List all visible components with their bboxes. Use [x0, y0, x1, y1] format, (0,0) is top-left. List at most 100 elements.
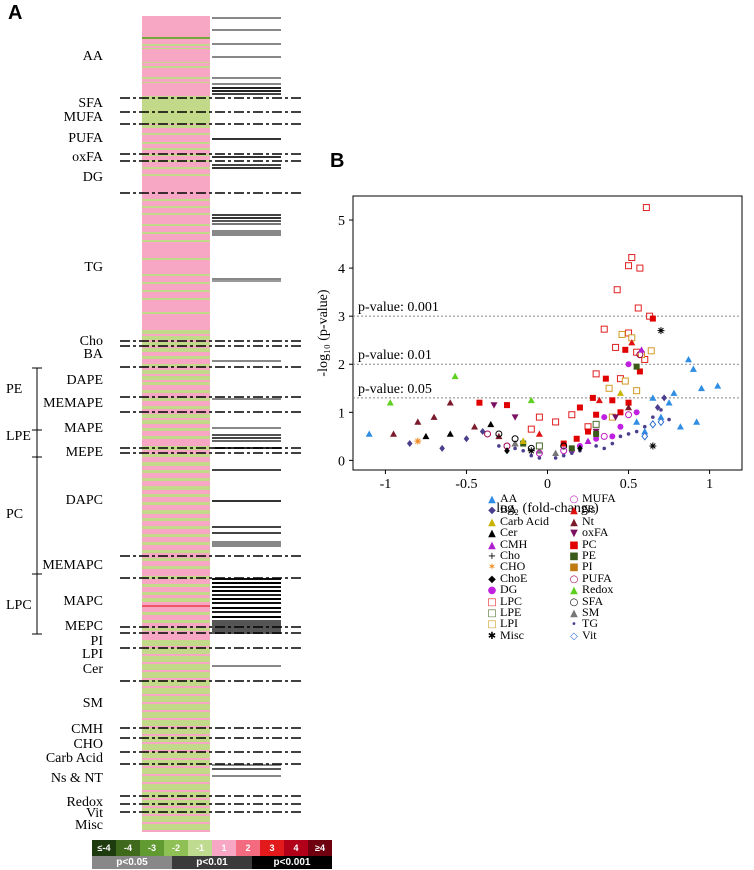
legend-item: □ LPE: [486, 606, 521, 620]
heatmap-cell-down: [142, 510, 210, 514]
data-point: [553, 456, 558, 460]
scale-bin: -3: [140, 840, 164, 856]
data-point: [600, 325, 608, 333]
data-point: [513, 446, 517, 451]
heatmap-cell-down: [142, 760, 210, 766]
legend-item: ◆ BA: [486, 503, 517, 517]
heatmap-cell-down: [142, 712, 210, 718]
heatmap-cell-down: [142, 776, 210, 782]
data-point: [605, 384, 613, 392]
category-label: Vit: [85, 806, 103, 821]
data-point: [665, 399, 673, 406]
data-point: [625, 411, 633, 419]
data-point: [633, 387, 641, 395]
data-point: [414, 418, 422, 425]
legend-item: ▲ SM: [568, 606, 599, 620]
legend-label: BA: [500, 502, 517, 517]
heatmap-cell-down: [142, 808, 210, 814]
category-label: CMH: [71, 722, 103, 737]
data-point: [693, 418, 701, 425]
heatmap-cell-down: [142, 240, 210, 242]
data-point: [641, 428, 649, 435]
y-tick-label: 4: [338, 262, 345, 277]
data-point: [593, 435, 600, 442]
significance-block: [212, 541, 281, 547]
legend-marker-icon: ◆: [488, 505, 496, 517]
x-axis-label: log₂ (fold-change): [496, 501, 599, 516]
legend-marker-icon: ▲: [488, 528, 496, 540]
group-label: PC: [6, 507, 24, 522]
legend-marker-icon: ○: [569, 596, 579, 608]
threshold-label: p-value: 0.05: [358, 382, 432, 397]
heatmap-cell-down: [142, 672, 210, 678]
heatmap-cell-down: [142, 390, 210, 393]
data-point: [642, 424, 647, 429]
data-point: [568, 445, 575, 452]
legend-item: ▲ AA: [486, 492, 517, 506]
data-point: [636, 368, 643, 375]
data-point: [622, 346, 629, 353]
legend-item: □ LPC: [486, 595, 522, 609]
scale-bin: -2: [164, 840, 188, 856]
data-point: [685, 355, 693, 363]
heatmap-cell-down: [142, 598, 210, 602]
heatmap-cell-down: [142, 824, 210, 830]
heatmap-cell-down: [142, 66, 210, 68]
legend-marker-icon: ■: [569, 539, 579, 551]
heatmap-cell-down: [142, 640, 210, 646]
data-point: [647, 347, 655, 355]
heatmap-cell-down: [142, 154, 210, 156]
data-point: [511, 440, 519, 447]
y-tick-label: 5: [338, 214, 345, 229]
category-label: MEPE: [65, 445, 103, 460]
legend-label: LPE: [500, 605, 522, 619]
legend-item: ▲ Redox: [568, 583, 613, 597]
data-point: [612, 414, 620, 421]
heatmap-cell-down: [142, 167, 210, 169]
category-label: PI: [90, 634, 103, 649]
scale-bin: 4: [284, 840, 308, 856]
data-point: [552, 418, 560, 426]
heatmap-cell-down: [142, 518, 210, 521]
heatmap-cell-down: [142, 800, 210, 806]
data-point: [600, 432, 608, 440]
legend-label: Ns: [582, 502, 596, 517]
data-point: [560, 447, 568, 455]
heatmap-cell-down: [142, 125, 210, 128]
category-label: Redox: [66, 795, 103, 810]
heatmap-cell-down: [142, 728, 210, 734]
legend-marker-icon: ■: [569, 551, 579, 562]
heatmap-cell-down: [142, 486, 210, 490]
heatmap-cell-down: [142, 656, 210, 662]
heatmap-cell-down: [142, 108, 210, 112]
heatmap-cell-down: [142, 44, 210, 46]
legend-marker-icon: ✶: [487, 562, 497, 574]
heatmap-cell-down: [142, 232, 210, 234]
data-point: [504, 447, 510, 455]
data-point: [697, 384, 705, 392]
data-point: [667, 417, 671, 422]
data-point: [625, 399, 632, 406]
significance-block: [212, 620, 281, 634]
heatmap-cell-down: [142, 174, 210, 176]
heatmap-cell-down: [142, 406, 210, 409]
data-point: [616, 389, 624, 396]
heatmap-cell-down: [142, 752, 210, 758]
category-label: LPI: [82, 647, 103, 662]
data-point: [657, 327, 665, 335]
scale-bin: -1: [188, 840, 212, 856]
heatmap-cell-down: [142, 502, 210, 505]
heatmap-cell-down: [142, 364, 210, 367]
scale-bin: 3: [260, 840, 284, 856]
data-point: [649, 315, 656, 322]
data-point: [446, 430, 454, 437]
heatmap-cell-down: [142, 688, 210, 694]
data-point: [406, 440, 413, 448]
category-label: oxFA: [72, 150, 103, 165]
data-point: [618, 330, 626, 338]
heatmap-cell-down: [142, 584, 210, 587]
legend-item: ▲ Carb Acid: [486, 515, 549, 529]
heatmap-cell-down: [142, 454, 210, 457]
legend-marker-icon: ✱: [487, 630, 497, 642]
